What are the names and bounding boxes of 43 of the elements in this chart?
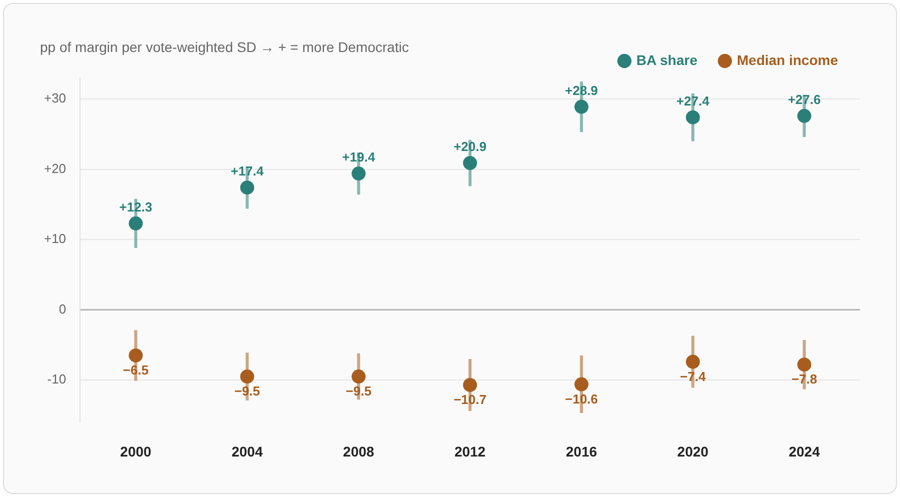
point xyxy=(240,180,254,195)
x-tick-label: 2000 xyxy=(120,443,152,460)
x-tick-label: 2024 xyxy=(788,443,820,460)
legend-label: BA share xyxy=(636,52,698,68)
point xyxy=(352,166,366,181)
data-label: +12.3 xyxy=(119,199,152,214)
point xyxy=(352,370,366,384)
point xyxy=(797,358,812,372)
data-label: +28.9 xyxy=(564,82,598,98)
data-label: −10.6 xyxy=(564,391,598,406)
point xyxy=(128,348,143,362)
point xyxy=(240,370,254,384)
point xyxy=(797,108,812,123)
data-label: −10.7 xyxy=(454,392,486,408)
data-label: −9.5 xyxy=(346,384,372,399)
y-tick-label: -10 xyxy=(47,372,66,387)
point xyxy=(574,100,588,114)
x-tick-label: 2020 xyxy=(677,443,709,460)
point xyxy=(463,378,478,392)
y-tick-label: +10 xyxy=(44,231,66,246)
y-axis-title: pp of margin per vote-weighted SD → + = more Democratic xyxy=(40,39,409,55)
data-label: +20.9 xyxy=(454,139,486,154)
point xyxy=(686,110,700,124)
point xyxy=(574,377,588,392)
x-tick-label: 2016 xyxy=(566,443,598,460)
point xyxy=(686,354,700,369)
data-label: +27.4 xyxy=(676,93,710,108)
y-tick-label: +30 xyxy=(44,90,66,106)
data-label: −9.5 xyxy=(234,384,260,399)
data-label: +17.4 xyxy=(230,164,264,179)
data-label: +19.4 xyxy=(342,150,376,165)
data-label: −6.5 xyxy=(122,362,149,378)
data-label: +27.6 xyxy=(788,92,821,108)
data-label: −7.8 xyxy=(791,372,818,387)
x-tick-label: 2004 xyxy=(232,443,263,460)
y-tick-label: +20 xyxy=(44,160,66,176)
x-tick-label: 2012 xyxy=(454,443,486,460)
data-label: −7.4 xyxy=(680,368,706,384)
legend-label: Median income xyxy=(736,52,838,68)
y-tick-label: 0 xyxy=(58,301,66,316)
point xyxy=(463,156,478,170)
point xyxy=(128,216,143,230)
x-tick-label: 2008 xyxy=(343,443,374,460)
